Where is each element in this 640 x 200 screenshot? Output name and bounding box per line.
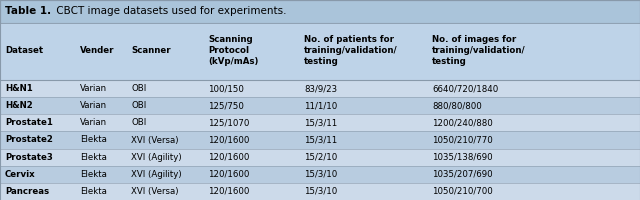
- Text: 120/1600: 120/1600: [208, 187, 250, 196]
- Text: 120/1600: 120/1600: [208, 170, 250, 179]
- Text: XVI (Versa): XVI (Versa): [131, 187, 179, 196]
- Text: OBI: OBI: [131, 84, 147, 93]
- FancyBboxPatch shape: [0, 114, 640, 131]
- Text: 15/3/11: 15/3/11: [304, 118, 337, 127]
- Text: OBI: OBI: [131, 118, 147, 127]
- Text: 125/750: 125/750: [208, 101, 244, 110]
- Text: 83/9/23: 83/9/23: [304, 84, 337, 93]
- Text: Pancreas: Pancreas: [5, 187, 49, 196]
- Text: Scanning
Protocol
(kVp/mAs): Scanning Protocol (kVp/mAs): [208, 35, 259, 66]
- Text: XVI (Agility): XVI (Agility): [131, 153, 182, 162]
- Text: Elekta: Elekta: [80, 153, 107, 162]
- Text: CBCT image datasets used for experiments.: CBCT image datasets used for experiments…: [53, 6, 287, 17]
- Text: Elekta: Elekta: [80, 187, 107, 196]
- Text: Varian: Varian: [80, 118, 107, 127]
- Text: 880/80/800: 880/80/800: [432, 101, 482, 110]
- FancyBboxPatch shape: [0, 23, 640, 80]
- Text: 1200/240/880: 1200/240/880: [432, 118, 493, 127]
- Text: OBI: OBI: [131, 101, 147, 110]
- Text: 100/150: 100/150: [208, 84, 244, 93]
- Text: Prostate1: Prostate1: [5, 118, 53, 127]
- Text: XVI (Versa): XVI (Versa): [131, 136, 179, 144]
- Text: No. of images for
training/validation/
testing: No. of images for training/validation/ t…: [432, 35, 525, 66]
- Text: XVI (Agility): XVI (Agility): [131, 170, 182, 179]
- Text: 125/1070: 125/1070: [208, 118, 250, 127]
- Text: Table 1.: Table 1.: [5, 6, 51, 17]
- Text: 15/3/10: 15/3/10: [304, 170, 337, 179]
- Text: 15/3/11: 15/3/11: [304, 136, 337, 144]
- FancyBboxPatch shape: [0, 183, 640, 200]
- FancyBboxPatch shape: [0, 0, 640, 23]
- Text: 1050/210/770: 1050/210/770: [432, 136, 493, 144]
- Text: 120/1600: 120/1600: [208, 136, 250, 144]
- Text: 6640/720/1840: 6640/720/1840: [432, 84, 499, 93]
- Text: H&N1: H&N1: [5, 84, 33, 93]
- Text: Vender: Vender: [80, 46, 115, 55]
- Text: Prostate2: Prostate2: [5, 136, 53, 144]
- Text: 1035/207/690: 1035/207/690: [432, 170, 493, 179]
- Text: Elekta: Elekta: [80, 136, 107, 144]
- Text: 120/1600: 120/1600: [208, 153, 250, 162]
- Text: Dataset: Dataset: [5, 46, 44, 55]
- Text: 15/3/10: 15/3/10: [304, 187, 337, 196]
- FancyBboxPatch shape: [0, 131, 640, 149]
- FancyBboxPatch shape: [0, 166, 640, 183]
- Text: 15/2/10: 15/2/10: [304, 153, 337, 162]
- Text: No. of patients for
training/validation/
testing: No. of patients for training/validation/…: [304, 35, 397, 66]
- FancyBboxPatch shape: [0, 80, 640, 97]
- FancyBboxPatch shape: [0, 97, 640, 114]
- Text: Prostate3: Prostate3: [5, 153, 53, 162]
- Text: Elekta: Elekta: [80, 170, 107, 179]
- Text: 1035/138/690: 1035/138/690: [432, 153, 493, 162]
- Text: 11/1/10: 11/1/10: [304, 101, 337, 110]
- Text: Scanner: Scanner: [131, 46, 171, 55]
- FancyBboxPatch shape: [0, 149, 640, 166]
- Text: Cervix: Cervix: [5, 170, 36, 179]
- Text: H&N2: H&N2: [5, 101, 33, 110]
- Text: 1050/210/700: 1050/210/700: [432, 187, 493, 196]
- Text: Varian: Varian: [80, 84, 107, 93]
- Text: Varian: Varian: [80, 101, 107, 110]
